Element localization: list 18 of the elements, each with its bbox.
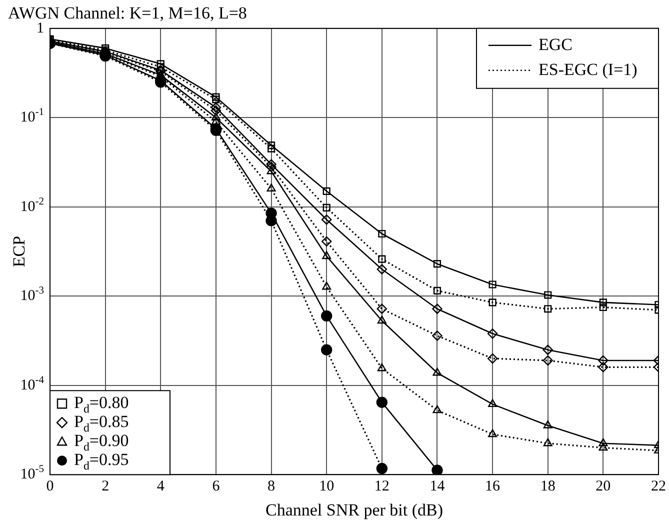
y-axis-title: ECP: [10, 236, 29, 268]
x-tick-label: 22: [651, 478, 666, 495]
x-axis-title: Channel SNR per bit (dB): [265, 500, 444, 520]
chart-title: AWGN Channel: K=1, M=16, L=8: [8, 4, 247, 23]
x-tick-label: 4: [156, 478, 165, 495]
x-tick-label: 2: [102, 478, 110, 495]
x-tick-label: 18: [540, 478, 556, 495]
x-tick-label: 16: [485, 478, 501, 495]
x-tick-label: 12: [374, 478, 390, 495]
x-tick-label: 10: [319, 478, 334, 495]
x-tick-label: 6: [212, 478, 220, 495]
y-tick-label: 1: [36, 20, 44, 36]
x-tick-label: 14: [430, 478, 446, 495]
legend-label: EGC: [538, 34, 572, 54]
legend-label: ES-EGC (I=1): [538, 60, 638, 79]
x-tick-label: 20: [596, 478, 611, 495]
x-tick-label: 8: [268, 478, 276, 495]
x-tick-label: 0: [46, 478, 54, 495]
